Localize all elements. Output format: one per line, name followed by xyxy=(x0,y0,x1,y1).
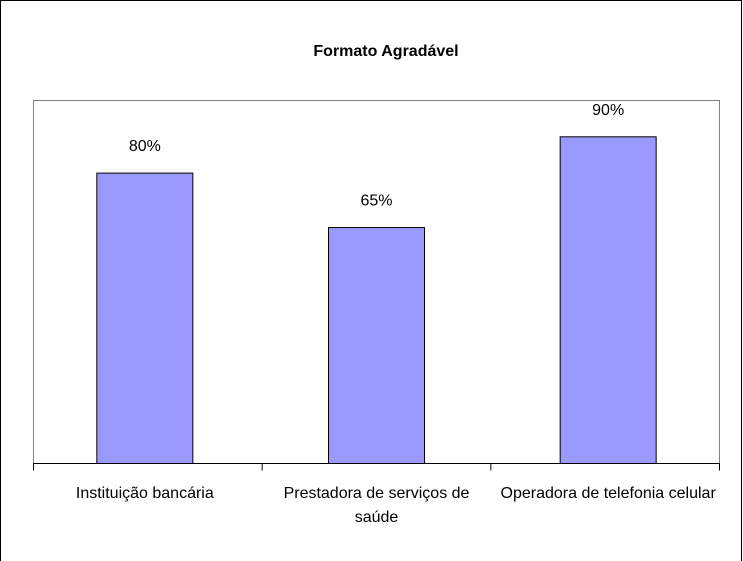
chart-title: Formato Agradável xyxy=(313,43,458,60)
x-tick-label: Instituição bancária xyxy=(75,485,214,502)
bar xyxy=(96,172,194,464)
data-label: 65% xyxy=(360,193,392,210)
x-tick-label: Operadora de telefonia celular xyxy=(500,485,716,502)
x-tick-label: Prestadora de serviços de saúde xyxy=(283,485,470,526)
bar xyxy=(328,227,425,464)
data-label: 90% xyxy=(592,102,624,119)
data-label: 80% xyxy=(129,138,161,155)
bar xyxy=(559,136,657,465)
